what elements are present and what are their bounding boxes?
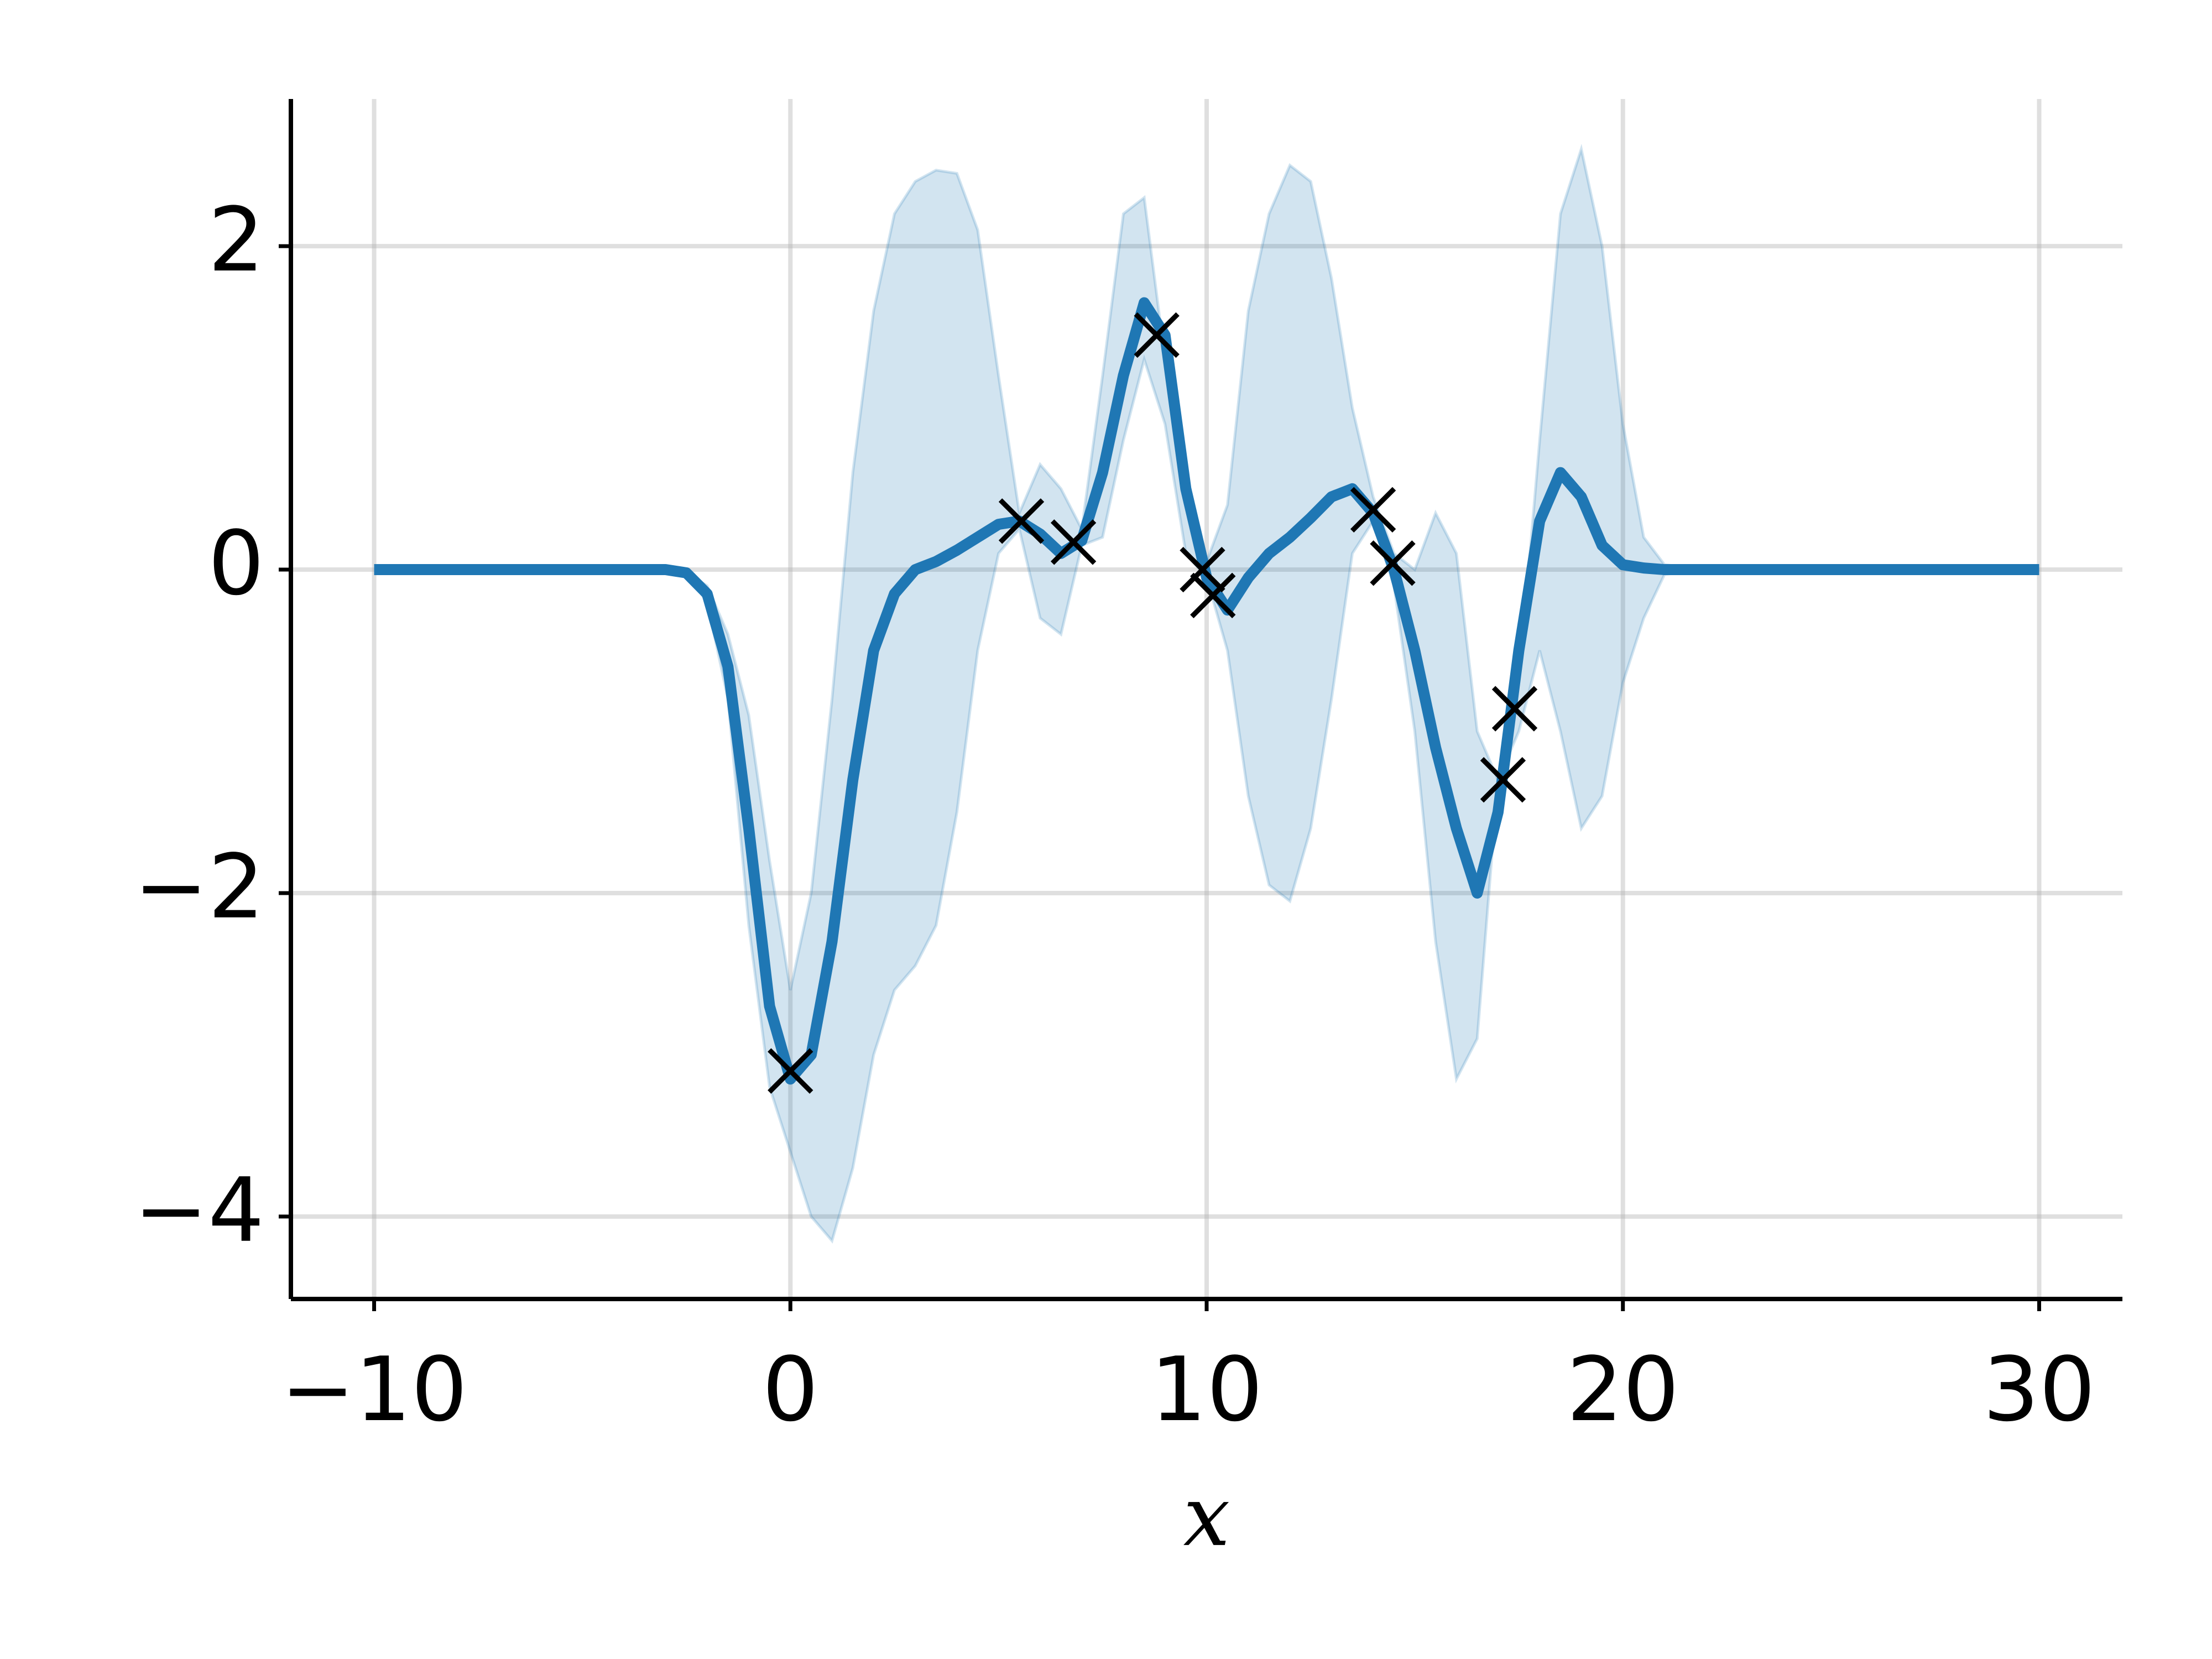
x-tick-label: 0 — [762, 1338, 818, 1441]
observation-marker — [768, 1048, 813, 1094]
confidence-band — [374, 143, 2039, 1244]
x-tick-label: 30 — [1983, 1338, 2096, 1441]
y-tick-label: −4 — [134, 1159, 264, 1262]
x-tick-label: 10 — [1150, 1338, 1263, 1441]
observation-marker — [1480, 757, 1526, 803]
x-axis-label: x — [1183, 1469, 1230, 1565]
observation-marker — [998, 498, 1045, 544]
y-tick-label: 2 — [208, 188, 264, 291]
observation-marker — [1491, 686, 1538, 732]
y-tick-label: −2 — [134, 835, 264, 938]
mean-line — [374, 297, 2039, 1085]
observation-marker — [1134, 312, 1180, 358]
observation-marker — [1180, 546, 1225, 593]
x-tick-label: 20 — [1567, 1338, 1679, 1441]
observation-marker — [1050, 519, 1097, 565]
x-tick-label: −10 — [281, 1338, 468, 1441]
observation-marker — [1190, 572, 1236, 619]
observation-marker — [1370, 540, 1416, 586]
y-tick-label: 0 — [208, 512, 264, 615]
observation-marker — [1350, 487, 1396, 533]
